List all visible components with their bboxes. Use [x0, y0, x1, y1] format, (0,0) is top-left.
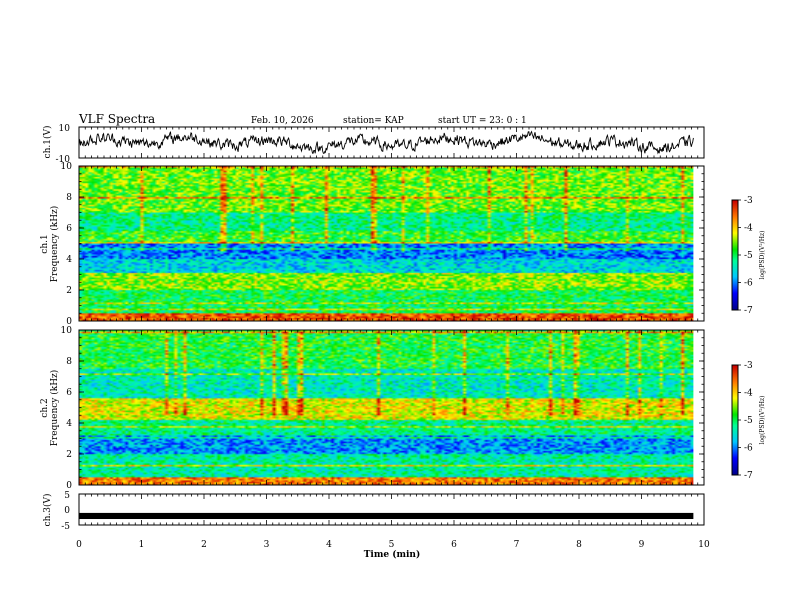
- ch3-waveform-ylabel: ch.3(V): [42, 494, 53, 527]
- y-tick-label: 4: [66, 255, 72, 265]
- x-tick-label: 7: [514, 540, 520, 550]
- ch1-ytick-top: 10: [59, 124, 71, 134]
- start-time-label: start UT = 23: 0 : 1: [438, 116, 527, 126]
- y-tick-label: 0: [66, 481, 72, 491]
- y-tick-label: 0: [66, 317, 72, 327]
- colorbar-tick-label: -7: [744, 306, 753, 316]
- ch3-waveform-trace: [79, 512, 694, 520]
- ch1-waveform-trace: [78, 130, 694, 155]
- y-tick-label: 6: [66, 224, 72, 234]
- y-tick-label: 6: [66, 388, 72, 398]
- y-tick-label: 2: [66, 450, 72, 460]
- ch1-spectrogram-panel: ch.1 Frequency (kHz) log(PSD)(V²/Hz): [40, 165, 766, 322]
- colorbar-tick-label: -3: [744, 196, 753, 206]
- colorbar-tick-label: -3: [744, 361, 753, 371]
- x-tick-label: 9: [639, 540, 645, 550]
- ch3-ytick-top: 5: [64, 491, 70, 501]
- colorbar-tick-label: -5: [744, 251, 753, 261]
- x-axis-label: Time (min): [364, 549, 421, 560]
- y-tick-label: 4: [66, 419, 72, 429]
- x-tick-label: 5: [389, 540, 395, 550]
- x-tick-label: 0: [76, 540, 82, 550]
- ch3-ytick-bottom: -5: [61, 522, 70, 532]
- y-tick-label: 2: [66, 286, 72, 296]
- x-tick-label: 10: [698, 540, 710, 550]
- ch1-spectrogram-ylabel-1: ch.1: [40, 234, 50, 253]
- ch2-spectrogram-ylabel-2: Frequency (kHz): [49, 370, 60, 447]
- ch1-waveform-ylabel: ch.1(V): [42, 126, 53, 159]
- y-tick-label: 8: [66, 193, 72, 203]
- y-tick-label: 10: [61, 162, 73, 172]
- x-tick-label: 8: [576, 540, 582, 550]
- ch3-ytick-mid: 0: [64, 506, 70, 516]
- x-tick-label: 4: [326, 540, 332, 550]
- ch2-colorbar-label: log(PSD)(V²/Hz): [759, 396, 766, 445]
- ch2-colorbar: [732, 365, 738, 475]
- colorbar-tick-label: -4: [744, 389, 753, 399]
- ch2-spectrogram-panel: ch.2 Frequency (kHz) log(PSD)(V²/Hz): [40, 329, 766, 486]
- colorbar-tick-label: -4: [744, 224, 753, 234]
- y-tick-label: 8: [66, 357, 72, 367]
- ch2-spectrogram-ylabel-1: ch.2: [40, 398, 50, 417]
- station-label: station= KAP: [343, 116, 404, 126]
- tick-labels: 0 1 2 3 4 5 6 7 8 9 100246810-3-4-5-6-70246810-3-4…: [61, 162, 753, 550]
- ch1-colorbar-label: log(PSD)(V²/Hz): [759, 231, 766, 280]
- ch2-spectrogram-image: [79, 330, 694, 485]
- colorbar-tick-label: -6: [744, 279, 753, 289]
- figure-title: VLF Spectra: [78, 112, 155, 126]
- colorbar-tick-label: -5: [744, 416, 753, 426]
- x-tick-label: 1: [139, 540, 145, 550]
- tick-marks: [78, 127, 741, 525]
- colorbar-tick-label: -6: [744, 444, 753, 454]
- x-tick-label: 2: [201, 540, 207, 550]
- colorbar-tick-label: -7: [744, 471, 753, 481]
- x-tick-label: 6: [451, 540, 457, 550]
- ch1-ytick-bottom: -10: [56, 155, 71, 165]
- ch1-spectrogram-ylabel-2: Frequency (kHz): [49, 206, 60, 283]
- y-tick-label: 10: [61, 326, 73, 336]
- ch1-colorbar: [732, 200, 738, 310]
- x-tick-label: 3: [264, 540, 270, 550]
- date-label: Feb. 10, 2026: [251, 116, 314, 126]
- ch1-spectrogram-image: [79, 166, 694, 321]
